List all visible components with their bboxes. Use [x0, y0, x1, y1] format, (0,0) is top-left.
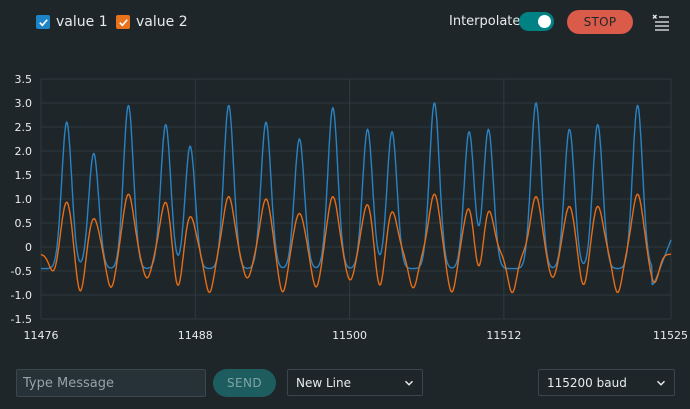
clear-output-icon[interactable]	[652, 13, 670, 31]
chevron-down-icon	[404, 380, 414, 386]
series-line-value-2	[40, 193, 672, 294]
plotter-toolbar: value 1 value 2 Interpolate STOP	[0, 0, 690, 44]
x-tick-label: 11476	[24, 329, 59, 342]
x-tick-label: 11500	[332, 329, 367, 342]
chevron-down-icon	[656, 380, 666, 386]
series-toggle-value-1[interactable]: value 1	[36, 13, 108, 31]
interpolate-label: Interpolate	[449, 14, 521, 29]
serial-plot-chart: 3.5 3.0 2.5 2.0 1.5 1.0 0.5 0 -0.5 -1.0 -1.5 11476 1…	[0, 44, 690, 344]
y-tick-label: 1.5	[15, 169, 33, 182]
x-tick-label: 11525	[653, 329, 688, 342]
series-label: value 1	[56, 14, 108, 30]
y-tick-label: 2.5	[15, 121, 33, 134]
checkbox-checked-icon[interactable]	[116, 15, 130, 29]
interpolate-toggle[interactable]	[519, 12, 554, 31]
baud-rate-select[interactable]: 115200 baud	[538, 369, 675, 396]
x-tick-label: 11488	[178, 329, 213, 342]
y-tick-label: -1.0	[11, 289, 32, 302]
message-input[interactable]	[16, 369, 206, 397]
baud-rate-value: 115200 baud	[547, 375, 627, 390]
series-label: value 2	[136, 14, 188, 30]
y-tick-label: 2.0	[15, 145, 33, 158]
toggle-knob	[538, 15, 551, 28]
y-tick-label: 3.5	[15, 73, 33, 86]
series-toggle-value-2[interactable]: value 2	[116, 13, 188, 31]
line-ending-value: New Line	[296, 375, 351, 390]
y-tick-label: 0.5	[15, 217, 33, 230]
line-ending-select[interactable]: New Line	[287, 369, 423, 396]
y-tick-label: 3.0	[15, 97, 33, 110]
stop-button[interactable]: STOP	[567, 10, 633, 34]
y-tick-label: 1.0	[15, 193, 33, 206]
x-tick-label: 11512	[486, 329, 521, 342]
send-button[interactable]: SEND	[213, 369, 276, 397]
y-tick-label: -0.5	[11, 265, 32, 278]
y-tick-label: -1.5	[11, 313, 32, 326]
send-message-bar: SEND New Line 115200 baud	[0, 360, 690, 409]
y-tick-label: 0	[25, 241, 32, 254]
checkbox-checked-icon[interactable]	[36, 15, 50, 29]
